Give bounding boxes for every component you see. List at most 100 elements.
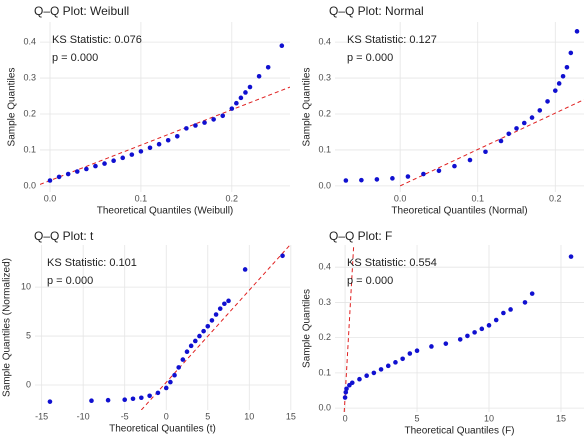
y-tick-label: 0.3: [318, 297, 331, 307]
point: [193, 123, 198, 128]
point: [400, 356, 405, 362]
panel-title: Q–Q Plot: Normal: [329, 4, 424, 18]
point: [184, 126, 189, 131]
point: [443, 341, 449, 346]
annotation: p = 0.000: [47, 275, 93, 287]
point: [521, 120, 527, 126]
point: [84, 166, 89, 172]
point: [184, 349, 190, 355]
point: [56, 174, 62, 180]
point: [176, 365, 181, 370]
y-tick-label: 0.4: [318, 37, 331, 47]
y-tick-label: 0.2: [23, 108, 36, 118]
y-axis-label: Sample Quantiles: [7, 68, 18, 147]
point: [364, 373, 369, 379]
point: [405, 174, 411, 179]
point: [414, 348, 420, 353]
point: [545, 99, 550, 104]
y-tick-label: 0.4: [23, 37, 36, 47]
x-axis-label: Theoretical Quantiles (t): [109, 424, 216, 435]
x-tick-label: 0.0: [44, 193, 57, 203]
point: [522, 300, 528, 305]
point: [465, 333, 470, 339]
point: [279, 43, 285, 49]
y-tick-label: 0.4: [318, 262, 331, 272]
annotation: KS Statistic: 0.101: [47, 257, 137, 269]
point: [193, 338, 198, 344]
point: [344, 386, 349, 392]
panel: 0.0 0.1 0.2 0.3 0.4 0.0 0.1 0.2 Q–Q Plot: Weibul…: [7, 4, 290, 217]
point: [242, 267, 248, 272]
point: [172, 372, 177, 378]
point: [65, 171, 71, 177]
point: [102, 161, 107, 166]
y-tick-label: 5: [26, 330, 31, 340]
point: [529, 115, 535, 120]
x-tick-label: 0.2: [549, 193, 562, 203]
point: [467, 157, 473, 163]
point: [180, 357, 186, 362]
point: [238, 95, 244, 101]
point: [129, 152, 135, 157]
y-tick-label: 0.3: [318, 72, 331, 82]
reference-line: [399, 99, 584, 187]
panel-title: Q–Q Plot: Weibull: [34, 4, 129, 18]
x-tick-label: 0.0: [394, 193, 407, 203]
panel: 0 5 10 -15 -10 -5 0 5 10 15 Q–Q Plot: t KS Statisti…: [2, 229, 296, 434]
point: [407, 351, 413, 356]
point: [378, 367, 384, 372]
point: [234, 100, 239, 106]
x-tick-label: 0.2: [226, 193, 239, 203]
point: [537, 108, 543, 113]
point: [256, 73, 262, 79]
x-axis-label: Theoretical Quantiles (F): [404, 426, 514, 437]
x-tick-label: -5: [121, 411, 129, 421]
point: [349, 380, 355, 386]
point: [130, 396, 136, 402]
y-tick-label: 0.1: [318, 367, 331, 377]
point: [483, 149, 488, 155]
y-tick-label: 0: [26, 379, 31, 389]
annotation: KS Statistic: 0.076: [52, 34, 142, 46]
point: [47, 178, 53, 183]
point: [165, 137, 171, 143]
point: [493, 317, 499, 323]
y-tick-label: 0.2: [318, 108, 331, 118]
point: [529, 291, 535, 296]
panel-title: Q–Q Plot: F: [329, 229, 392, 243]
point: [188, 343, 194, 349]
x-tick-label: 0: [164, 411, 169, 421]
x-tick-label: 0: [343, 413, 348, 423]
point: [220, 113, 226, 119]
point: [138, 149, 144, 154]
y-tick-label: 0.3: [23, 72, 36, 82]
point: [174, 133, 180, 139]
point: [343, 389, 349, 395]
x-tick-label: 0.1: [135, 193, 148, 203]
point: [479, 326, 485, 332]
point: [197, 333, 202, 339]
y-tick-label: 0.1: [318, 144, 331, 154]
point: [213, 312, 219, 317]
point: [226, 298, 231, 304]
point: [155, 390, 161, 396]
point: [243, 90, 248, 95]
point: [343, 178, 349, 183]
point: [574, 29, 580, 34]
point: [371, 370, 377, 376]
point: [201, 328, 206, 334]
point: [217, 306, 223, 311]
point: [508, 307, 513, 312]
y-tick-label: 0.0: [318, 402, 331, 412]
reference-line: [40, 86, 290, 185]
y-axis-label: Sample Quantiles: [302, 68, 313, 147]
point: [501, 310, 506, 316]
panel: 0.0 0.1 0.2 0.3 0.4 0.0 0.1 0.2 Q–Q Plot: Normal…: [302, 4, 584, 217]
x-tick-label: -10: [77, 411, 90, 421]
point: [568, 254, 574, 259]
annotation: p = 0.000: [347, 275, 393, 287]
point: [514, 126, 519, 131]
point: [122, 397, 128, 403]
point: [211, 117, 216, 122]
